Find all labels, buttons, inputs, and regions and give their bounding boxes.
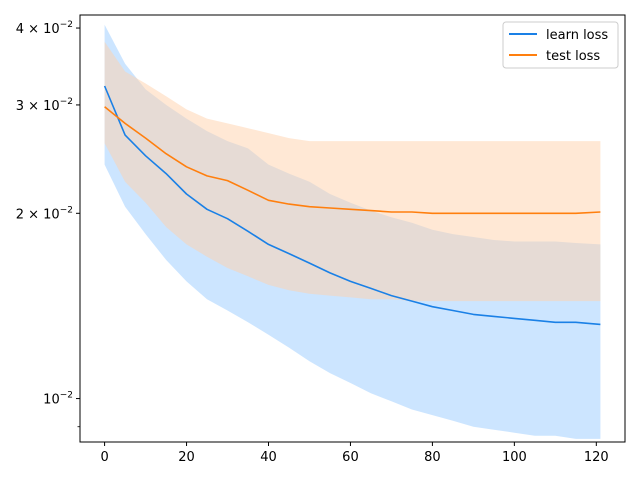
x-tick-label: 60: [342, 450, 359, 465]
x-tick-label: 40: [260, 450, 277, 465]
y-tick-label: 3 × 10−2: [16, 97, 73, 114]
learn-loss-legend-label: learn loss: [546, 28, 608, 43]
y-axis: 10−2 2 × 10−2 3 × 10−2 4 × 10−2: [16, 20, 80, 428]
learn-loss-line: [103, 85, 601, 326]
test-loss-legend-label: test loss: [546, 49, 600, 64]
x-tick-label: 120: [584, 450, 609, 465]
y-tick-label: 10−2: [43, 391, 73, 408]
test-loss-band: [104, 41, 601, 302]
plot-area-frame: [79, 14, 626, 443]
x-tick-label: 0: [100, 450, 108, 465]
y-tick-label: 4 × 10−2: [16, 20, 73, 37]
x-tick-label: 80: [424, 450, 441, 465]
legend: learn loss test loss: [502, 21, 619, 69]
x-tick-label: 20: [178, 450, 195, 465]
y-tick-label: 2 × 10−2: [16, 205, 73, 222]
x-tick-label: 100: [502, 450, 527, 465]
series-lines: [103, 85, 601, 326]
test-loss-line: [104, 106, 601, 215]
confidence-bands: [104, 24, 601, 439]
x-axis: 0 20 40 60 80 100 120: [100, 442, 609, 465]
